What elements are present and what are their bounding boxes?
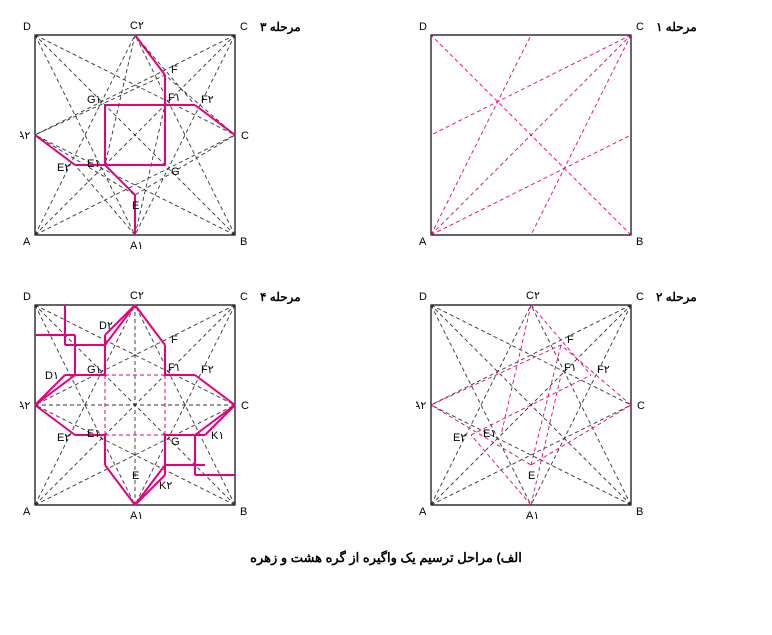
svg-text:C: C	[636, 291, 644, 303]
svg-text:C۱: C۱	[241, 400, 250, 412]
svg-text:F: F	[171, 64, 178, 76]
stage-1-label: مرحله ۱	[656, 20, 697, 34]
svg-text:C: C	[240, 291, 248, 303]
svg-text:E: E	[528, 470, 535, 482]
svg-text:F: F	[171, 334, 178, 346]
svg-text:E۱: E۱	[87, 428, 100, 440]
svg-text:A۲: A۲	[416, 400, 426, 412]
svg-text:D: D	[419, 291, 427, 303]
svg-text:A۱: A۱	[130, 240, 143, 252]
svg-text:G: G	[171, 436, 180, 448]
svg-text:A: A	[419, 506, 427, 518]
svg-text:D۲: D۲	[99, 320, 113, 332]
svg-text:E۲: E۲	[57, 432, 70, 444]
stage-1-svg: A B C D	[416, 20, 646, 260]
svg-text:D: D	[23, 21, 31, 33]
svg-text:C۲: C۲	[526, 290, 540, 302]
svg-text:A۱: A۱	[526, 510, 539, 522]
svg-text:G۱: G۱	[87, 364, 101, 376]
svg-text:F۲: F۲	[201, 94, 214, 106]
stage-4-svg: A B C D A۱ A۲ C۱ C۲ E E۱ E۲ F F۱ F۲ G G۱ D۱ D۲ K۱ K۲	[20, 290, 250, 530]
svg-text:F۱: F۱	[168, 362, 181, 374]
svg-text:C۱: C۱	[241, 130, 250, 142]
stage-1-cell: A B C D مرحله ۱	[416, 20, 752, 260]
svg-text:F: F	[567, 334, 574, 346]
svg-text:A۲: A۲	[20, 400, 30, 412]
svg-text:B: B	[636, 506, 643, 518]
stage-2-cell: A B C D A۱ A۲ C۱ C۲ E E۱ E۲ F F۱ F۲ مرحله ۲	[416, 290, 752, 530]
svg-text:C۲: C۲	[130, 290, 144, 302]
svg-text:G: G	[171, 166, 180, 178]
svg-text:E: E	[132, 200, 139, 212]
svg-text:B: B	[240, 506, 247, 518]
stage-3-svg: A B C D A۱ A۲ C۱ C۲ E E۱ E۲ F F۱ F۲ G G۱	[20, 20, 250, 260]
svg-text:E۲: E۲	[57, 162, 70, 174]
svg-text:E۱: E۱	[483, 428, 496, 440]
svg-text:C۱: C۱	[637, 400, 646, 412]
stage-3-cell: A B C D A۱ A۲ C۱ C۲ E E۱ E۲ F F۱ F۲ G G۱ مرحله ۳	[20, 20, 356, 260]
svg-text:K۲: K۲	[159, 480, 172, 492]
diagram-grid: A B C D مرحله ۱ A B C D A۱ A۲ C۱ C۲ E E۱ E۲ F F۱ F۲ G G۱ م…	[20, 20, 752, 530]
svg-text:C: C	[636, 21, 644, 33]
figure-caption: الف) مراحل ترسیم یک واگیره از گره هشت و …	[20, 550, 752, 566]
svg-text:C: C	[240, 21, 248, 33]
svg-text:A: A	[23, 236, 31, 248]
stage-2-label: مرحله ۲	[656, 290, 697, 304]
stage-2-svg: A B C D A۱ A۲ C۱ C۲ E E۱ E۲ F F۱ F۲	[416, 290, 646, 530]
svg-text:A: A	[419, 236, 427, 248]
svg-text:E۲: E۲	[453, 432, 466, 444]
stage-3-label: مرحله ۳	[260, 20, 301, 34]
svg-text:F۱: F۱	[564, 362, 577, 374]
svg-text:F۱: F۱	[168, 92, 181, 104]
stage-4-label: مرحله ۴	[260, 290, 301, 304]
stage-4-cell: A B C D A۱ A۲ C۱ C۲ E E۱ E۲ F F۱ F۲ G G۱ D۱ D۲ K۱ K۲ مرحله …	[20, 290, 356, 530]
svg-text:E: E	[132, 470, 139, 482]
svg-text:A: A	[23, 506, 31, 518]
svg-text:C۲: C۲	[130, 20, 144, 32]
svg-text:B: B	[240, 236, 247, 248]
svg-text:E۱: E۱	[87, 158, 100, 170]
svg-text:F۲: F۲	[201, 364, 214, 376]
svg-text:A۱: A۱	[130, 510, 143, 522]
svg-text:A۲: A۲	[20, 130, 30, 142]
svg-text:G۱: G۱	[87, 94, 101, 106]
svg-text:F۲: F۲	[597, 364, 610, 376]
svg-text:D: D	[23, 291, 31, 303]
svg-text:D۱: D۱	[45, 370, 59, 382]
svg-text:B: B	[636, 236, 643, 248]
svg-text:K۱: K۱	[211, 430, 224, 442]
svg-text:D: D	[419, 21, 427, 33]
